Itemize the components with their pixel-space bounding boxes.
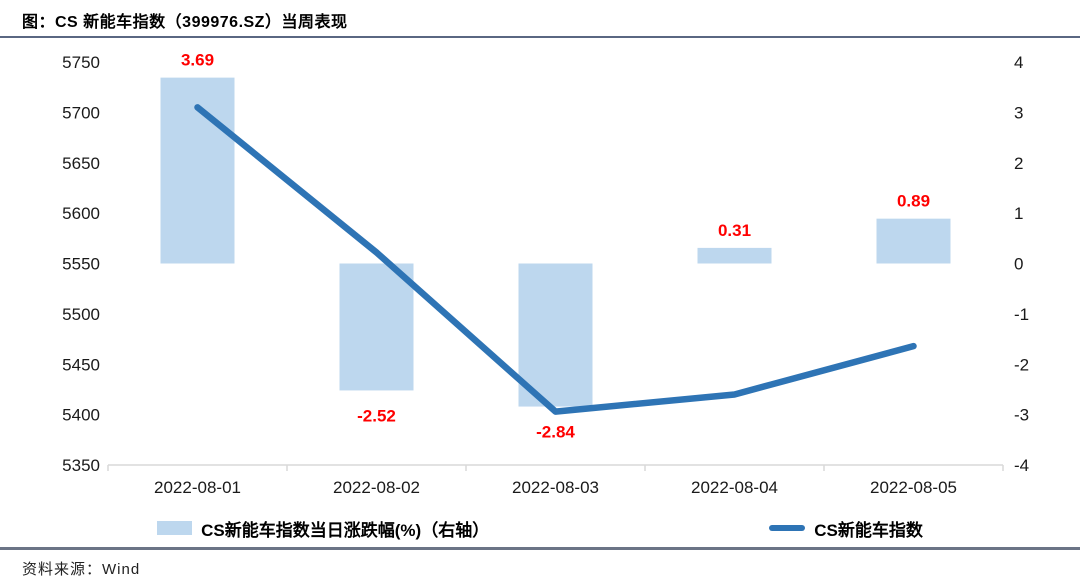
- daily-change-bar: [518, 263, 593, 407]
- bar-value-label: 3.69: [181, 51, 214, 70]
- left-axis-tick-label: 5450: [62, 355, 100, 374]
- left-axis-tick-label: 5550: [62, 255, 100, 274]
- index-line: [194, 104, 917, 415]
- legend-item-line-series: CS新能车指数: [769, 516, 923, 541]
- bar-series-swatch-icon: [157, 521, 193, 535]
- chart-title: 图：CS 新能车指数（399976.SZ）当周表现: [22, 14, 348, 31]
- daily-change-bar: [697, 247, 772, 264]
- x-axis-category-label: 2022-08-04: [691, 478, 778, 497]
- x-axis-category-label: 2022-08-03: [512, 478, 599, 497]
- footer-divider: [0, 547, 1080, 550]
- bar-series-legend-label: CS新能车指数当日涨跌幅(%)（右轴）: [201, 520, 490, 540]
- right-axis-tick-label: 2: [1014, 154, 1023, 173]
- daily-change-bar: [339, 263, 414, 391]
- line-series-swatch-icon: [769, 525, 806, 531]
- left-axis-tick-label: 5700: [62, 103, 100, 122]
- data-source-label: 资料来源：Wind: [22, 561, 141, 578]
- bar-value-label: 0.89: [897, 192, 930, 211]
- title-divider: [0, 36, 1080, 38]
- left-axis-tick-label: 5600: [62, 204, 100, 223]
- right-axis-tick-label: -3: [1014, 406, 1029, 425]
- bar-value-label: -2.52: [357, 406, 396, 425]
- daily-change-bar: [876, 218, 951, 264]
- right-axis-tick-label: 3: [1014, 103, 1023, 122]
- line-series-legend-label: CS新能车指数: [814, 520, 923, 540]
- left-axis-tick-label: 5750: [62, 53, 100, 72]
- left-axis-tick-label: 5650: [62, 154, 100, 173]
- right-axis-tick-label: 1: [1014, 204, 1023, 223]
- right-axis-tick-label: -2: [1014, 355, 1029, 374]
- right-axis-tick-label: 4: [1014, 53, 1023, 72]
- x-axis-category-label: 2022-08-05: [870, 478, 957, 497]
- bar-value-label: 0.31: [718, 221, 751, 240]
- left-axis-tick-label: 5400: [62, 406, 100, 425]
- right-axis-tick-label: -4: [1014, 456, 1029, 475]
- right-axis-tick-label: 0: [1014, 255, 1023, 274]
- left-axis-tick-label: 5350: [62, 456, 100, 475]
- x-axis-category-label: 2022-08-01: [154, 478, 241, 497]
- chart-legend: CS新能车指数当日涨跌幅(%)（右轴） CS新能车指数: [0, 514, 1080, 542]
- bar-value-label: -2.84: [536, 423, 575, 442]
- right-axis-tick-label: -1: [1014, 305, 1029, 324]
- x-axis-category-label: 2022-08-02: [333, 478, 420, 497]
- legend-item-bar-series: CS新能车指数当日涨跌幅(%)（右轴）: [157, 516, 489, 541]
- left-axis-tick-label: 5500: [62, 305, 100, 324]
